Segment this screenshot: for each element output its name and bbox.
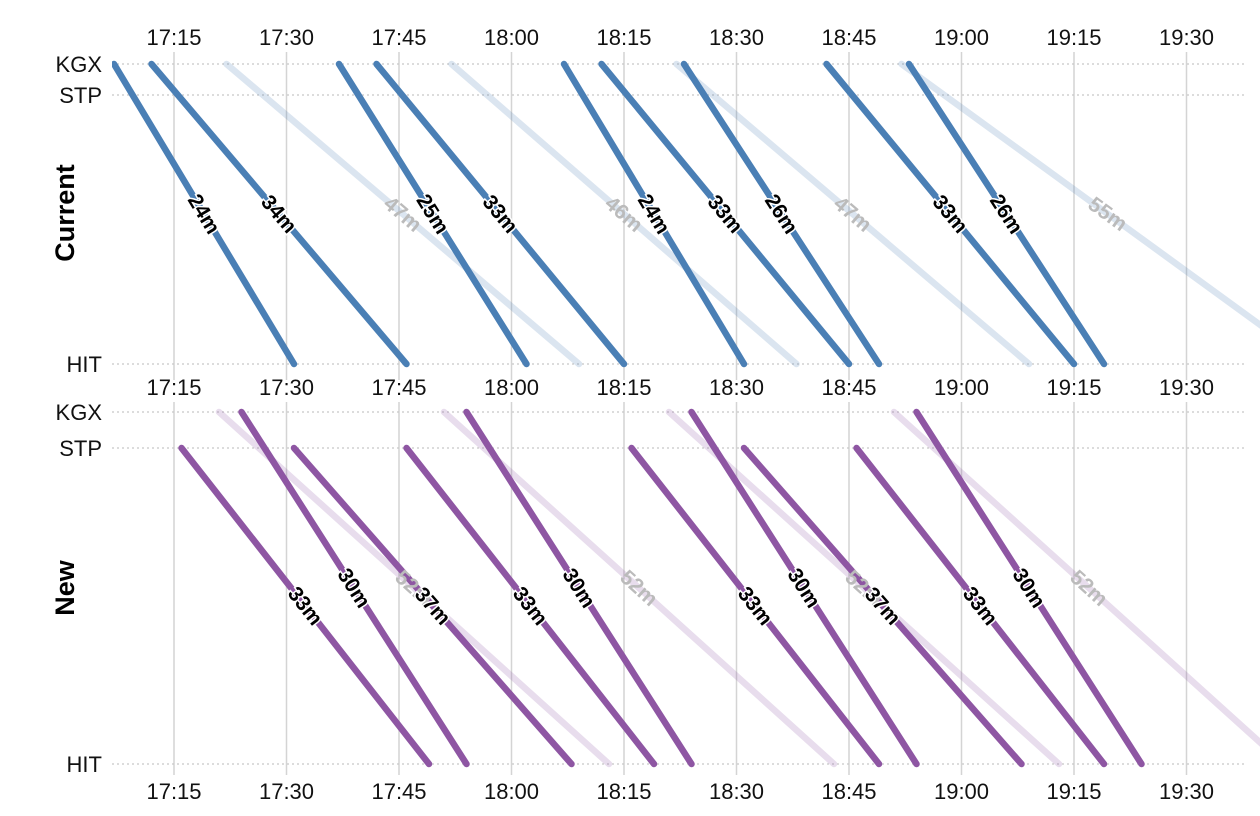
new-train-line — [740, 444, 1025, 768]
current-train-line-faded — [898, 60, 1260, 329]
current-top-tick-label: 17:45 — [371, 25, 426, 50]
new-panel: 17:15 17:30 17:45 18:00 18:15 18:30 18:45 19:00… — [50, 400, 1260, 804]
current-station-label-stp: STP — [59, 83, 102, 108]
new-bottom-tick-label: 18:15 — [596, 779, 651, 804]
new-bottom-tick-label: 18:00 — [484, 779, 539, 804]
current-bottom-tick-label: 18:15 — [596, 375, 651, 400]
current-top-tick-label: 17:15 — [146, 25, 201, 50]
current-top-tick-label: 17:30 — [259, 25, 314, 50]
current-station-labels: KGX STP HIT — [56, 52, 103, 377]
current-top-tick-label: 19:30 — [1159, 25, 1214, 50]
new-panel-title: New — [50, 559, 80, 616]
current-bottom-tick-label: 18:45 — [821, 375, 876, 400]
current-top-tick-label: 19:00 — [934, 25, 989, 50]
new-bottom-ticks: 17:15 17:30 17:45 18:00 18:15 18:30 18:45 19:00… — [146, 779, 1214, 804]
current-train-line — [680, 60, 883, 368]
current-train-line — [823, 60, 1078, 368]
new-train-line — [463, 408, 695, 768]
current-bottom-tick-label: 17:15 — [146, 375, 201, 400]
new-bottom-tick-label: 19:15 — [1046, 779, 1101, 804]
current-top-tick-label: 18:15 — [596, 25, 651, 50]
new-grid — [173, 402, 1188, 775]
current-bottom-tick-label: 19:30 — [1159, 375, 1214, 400]
current-duration-label: 24m — [183, 190, 224, 238]
new-bottom-tick-label: 19:00 — [934, 779, 989, 804]
new-station-labels: KGX STP HIT — [56, 400, 103, 777]
current-bottom-tick-label: 19:00 — [934, 375, 989, 400]
new-station-label-kgx: KGX — [56, 400, 103, 425]
current-top-tick-label: 18:45 — [821, 25, 876, 50]
new-train-line — [238, 408, 470, 768]
new-bottom-tick-label: 17:45 — [371, 779, 426, 804]
current-station-label-kgx: KGX — [56, 52, 103, 77]
current-train-line — [905, 60, 1108, 368]
current-train-line-faded — [673, 60, 1033, 368]
current-trains — [112, 60, 1260, 368]
new-station-label-hit: HIT — [67, 752, 102, 777]
current-bottom-tick-label: 19:15 — [1046, 375, 1101, 400]
current-station-lines — [112, 63, 1245, 365]
new-train-line — [403, 444, 658, 768]
new-bottom-tick-label: 17:15 — [146, 779, 201, 804]
current-top-tick-label: 18:30 — [709, 25, 764, 50]
new-train-line — [628, 444, 883, 768]
current-bottom-tick-label: 18:00 — [484, 375, 539, 400]
new-station-lines — [112, 411, 1245, 765]
current-top-tick-label: 19:15 — [1046, 25, 1101, 50]
new-train-line — [178, 444, 433, 768]
new-train-line — [913, 408, 1145, 768]
current-panel-title: Current — [50, 164, 80, 262]
current-panel: 17:15 17:30 17:45 18:00 18:15 18:30 18:45 19:00… — [50, 25, 1260, 400]
new-trains — [178, 408, 1260, 768]
current-bottom-tick-label: 17:45 — [371, 375, 426, 400]
new-bottom-tick-label: 19:30 — [1159, 779, 1214, 804]
current-train-line — [598, 60, 853, 368]
new-station-label-stp: STP — [59, 436, 102, 461]
current-train-line — [560, 60, 748, 368]
current-train-line — [148, 60, 410, 368]
current-bottom-ticks: 17:15 17:30 17:45 18:00 18:15 18:30 18:45 19:00… — [146, 375, 1214, 400]
current-top-ticks: 17:15 17:30 17:45 18:00 18:15 18:30 18:45 19:00… — [146, 25, 1214, 50]
current-top-tick-label: 18:00 — [484, 25, 539, 50]
current-train-line-faded — [223, 60, 583, 368]
current-bottom-tick-label: 17:30 — [259, 375, 314, 400]
current-train-line — [373, 60, 628, 368]
new-train-line — [688, 408, 920, 768]
current-train-line — [112, 60, 298, 368]
new-bottom-tick-label: 18:30 — [709, 779, 764, 804]
new-bottom-tick-label: 17:30 — [259, 779, 314, 804]
current-station-label-hit: HIT — [67, 352, 102, 377]
current-grid — [173, 52, 1188, 380]
current-train-line-faded — [448, 60, 800, 368]
new-train-line — [290, 444, 575, 768]
new-train-line — [853, 444, 1108, 768]
new-train-line-faded — [890, 408, 1260, 747]
new-bottom-tick-label: 18:45 — [821, 779, 876, 804]
current-bottom-tick-label: 18:30 — [709, 375, 764, 400]
new-train-line-faded — [440, 408, 838, 768]
current-train-line — [335, 60, 530, 368]
